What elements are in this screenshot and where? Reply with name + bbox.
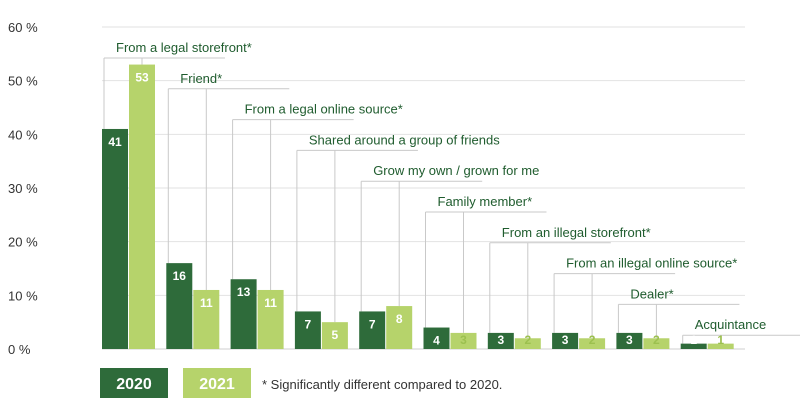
category-label-from-an-illegal-storefront: From an illegal storefront* bbox=[502, 225, 651, 240]
category-label-from-an-illegal-online-source: From an illegal online source* bbox=[566, 256, 737, 271]
category-leader-lines bbox=[103, 57, 800, 344]
data-label-2021: 11 bbox=[264, 296, 277, 310]
category-label-shared-around-a-group-of-friends: Shared around a group of friends bbox=[309, 132, 500, 147]
bar-2021-dealer bbox=[643, 338, 670, 349]
category-label-acquintance: Acquintance bbox=[695, 317, 767, 332]
y-tick-label: 30 % bbox=[8, 181, 38, 196]
data-label-2021: 5 bbox=[332, 328, 339, 342]
data-label-2021: 1 bbox=[717, 333, 724, 347]
legend: 2020 2021 * Significantly different comp… bbox=[100, 368, 502, 398]
bar-2021-acquintance bbox=[707, 343, 734, 349]
y-tick-label: 20 % bbox=[8, 235, 38, 250]
bar-2020-from-a-legal-online-source bbox=[230, 279, 257, 349]
category-label-from-a-legal-storefront: From a legal storefront* bbox=[116, 40, 252, 55]
data-label-2020: 13 bbox=[237, 285, 251, 299]
y-tick-label: 10 % bbox=[8, 288, 38, 303]
category-label-dealer: Dealer* bbox=[630, 286, 673, 301]
bar-2020-from-an-illegal-storefront bbox=[487, 332, 514, 349]
bar-2021-friend bbox=[193, 289, 220, 349]
bar-2021-grow-my-own-grown-for-me bbox=[386, 306, 413, 349]
bar-2020-from-a-legal-storefront bbox=[102, 128, 128, 349]
data-label-2020: 3 bbox=[626, 333, 633, 347]
bar-2020-acquintance bbox=[680, 343, 707, 349]
data-label-2021: 11 bbox=[200, 296, 213, 310]
category-label-grow-my-own-grown-for-me: Grow my own / grown for me bbox=[373, 163, 539, 178]
data-label-2020: 1 bbox=[690, 333, 697, 347]
data-label-2021: 3 bbox=[460, 333, 467, 347]
data-label-2020: 4 bbox=[433, 334, 440, 348]
data-label-2020: 7 bbox=[305, 317, 312, 331]
data-label-2020: 3 bbox=[562, 333, 569, 347]
y-axis-ticks: 0 % 10 % 20 % 30 % 40 % 50 % 60 % bbox=[8, 20, 38, 357]
category-label-family-member: Family member* bbox=[438, 194, 533, 209]
bar-2021-family-member bbox=[450, 332, 477, 349]
category-labels: From a legal storefront* Friend* From a le… bbox=[116, 40, 766, 332]
bar-2020-from-an-illegal-online-source bbox=[552, 332, 579, 349]
data-label-2021: 2 bbox=[653, 333, 660, 347]
bar-2020-family-member bbox=[423, 327, 450, 349]
data-label-2021: 2 bbox=[589, 333, 596, 347]
legend-swatch-2020 bbox=[100, 368, 168, 398]
bar-2020-grow-my-own-grown-for-me bbox=[359, 311, 386, 349]
bar-2021-from-a-legal-storefront bbox=[129, 64, 155, 350]
legend-label-2020: 2020 bbox=[116, 376, 152, 393]
y-tick-label: 0 % bbox=[8, 342, 31, 357]
footnote: * Significantly different compared to 20… bbox=[262, 377, 502, 392]
data-label-2021: 8 bbox=[396, 312, 403, 326]
y-tick-label: 40 % bbox=[8, 127, 38, 142]
legend-swatch-2021 bbox=[183, 368, 251, 398]
data-label-2021: 53 bbox=[135, 71, 149, 85]
bar-2020-shared-around-a-group-of-friends bbox=[294, 311, 321, 349]
bar-2020-dealer bbox=[616, 332, 643, 349]
y-tick-label: 50 % bbox=[8, 74, 38, 89]
bar-2021-from-an-illegal-storefront bbox=[514, 338, 541, 349]
data-label-2020: 16 bbox=[173, 269, 187, 283]
legend-label-2021: 2021 bbox=[199, 376, 235, 393]
bar-2021-from-a-legal-online-source bbox=[257, 289, 284, 349]
bar-2021-from-an-illegal-online-source bbox=[579, 338, 606, 349]
data-label-2020: 3 bbox=[497, 333, 504, 347]
bar-2020-friend bbox=[166, 263, 193, 349]
bar-2021-shared-around-a-group-of-friends bbox=[321, 322, 348, 349]
data-label-2020: 41 bbox=[108, 135, 122, 149]
category-label-friend: Friend* bbox=[180, 71, 222, 86]
category-label-from-a-legal-online-source: From a legal online source* bbox=[245, 102, 403, 117]
data-label-2020: 7 bbox=[369, 317, 376, 331]
data-label-2021: 2 bbox=[524, 333, 531, 347]
y-tick-label: 60 % bbox=[8, 20, 38, 35]
